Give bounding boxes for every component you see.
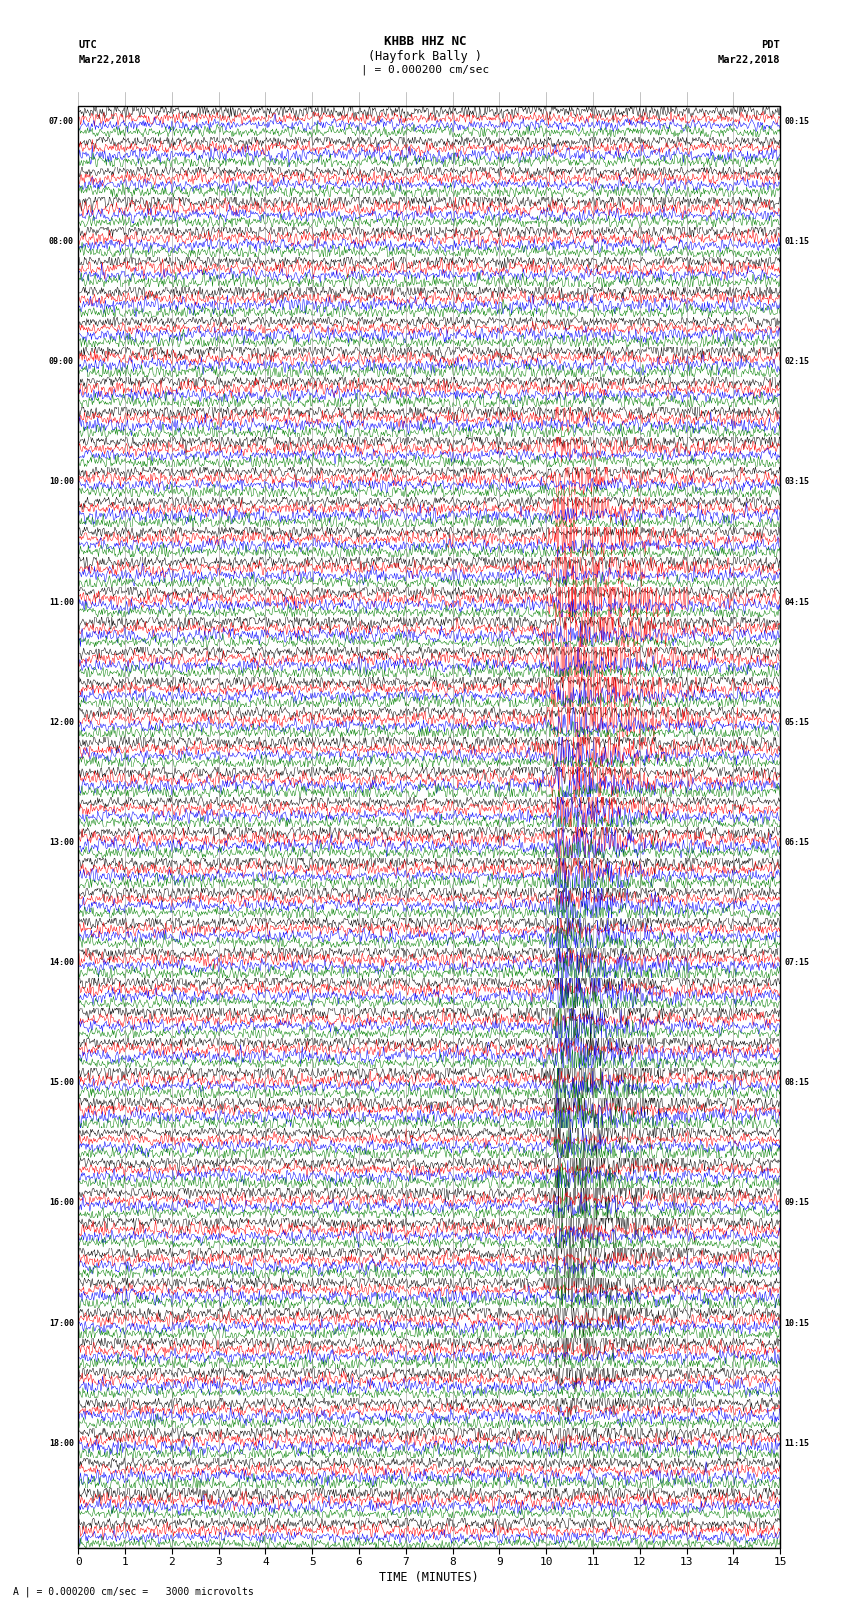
Text: 01:15: 01:15 bbox=[785, 237, 809, 247]
Text: 07:00: 07:00 bbox=[49, 118, 74, 126]
Text: 09:00: 09:00 bbox=[49, 358, 74, 366]
X-axis label: TIME (MINUTES): TIME (MINUTES) bbox=[379, 1571, 479, 1584]
Text: UTC: UTC bbox=[78, 40, 97, 50]
Text: 15:00: 15:00 bbox=[49, 1079, 74, 1087]
Text: 07:15: 07:15 bbox=[785, 958, 809, 968]
Text: 11:15: 11:15 bbox=[785, 1439, 809, 1448]
Text: (Hayfork Bally ): (Hayfork Bally ) bbox=[368, 50, 482, 63]
Text: 03:15: 03:15 bbox=[785, 477, 809, 487]
Text: 18:00: 18:00 bbox=[49, 1439, 74, 1448]
Text: 09:15: 09:15 bbox=[785, 1198, 809, 1208]
Text: PDT: PDT bbox=[762, 40, 780, 50]
Text: 10:15: 10:15 bbox=[785, 1319, 809, 1327]
Text: 05:15: 05:15 bbox=[785, 718, 809, 727]
Text: KHBB HHZ NC: KHBB HHZ NC bbox=[383, 35, 467, 48]
Text: 04:15: 04:15 bbox=[785, 598, 809, 606]
Text: 06:15: 06:15 bbox=[785, 839, 809, 847]
Text: 14:00: 14:00 bbox=[49, 958, 74, 968]
Text: 12:00: 12:00 bbox=[49, 718, 74, 727]
Text: Mar22,2018: Mar22,2018 bbox=[717, 55, 780, 65]
Text: A | = 0.000200 cm/sec =   3000 microvolts: A | = 0.000200 cm/sec = 3000 microvolts bbox=[13, 1586, 253, 1597]
Text: 00:15: 00:15 bbox=[785, 118, 809, 126]
Text: 02:15: 02:15 bbox=[785, 358, 809, 366]
Text: 08:15: 08:15 bbox=[785, 1079, 809, 1087]
Text: 13:00: 13:00 bbox=[49, 839, 74, 847]
Text: 08:00: 08:00 bbox=[49, 237, 74, 247]
Text: Mar22,2018: Mar22,2018 bbox=[78, 55, 141, 65]
Text: 17:00: 17:00 bbox=[49, 1319, 74, 1327]
Text: 10:00: 10:00 bbox=[49, 477, 74, 487]
Text: 11:00: 11:00 bbox=[49, 598, 74, 606]
Text: 16:00: 16:00 bbox=[49, 1198, 74, 1208]
Text: | = 0.000200 cm/sec: | = 0.000200 cm/sec bbox=[361, 65, 489, 76]
